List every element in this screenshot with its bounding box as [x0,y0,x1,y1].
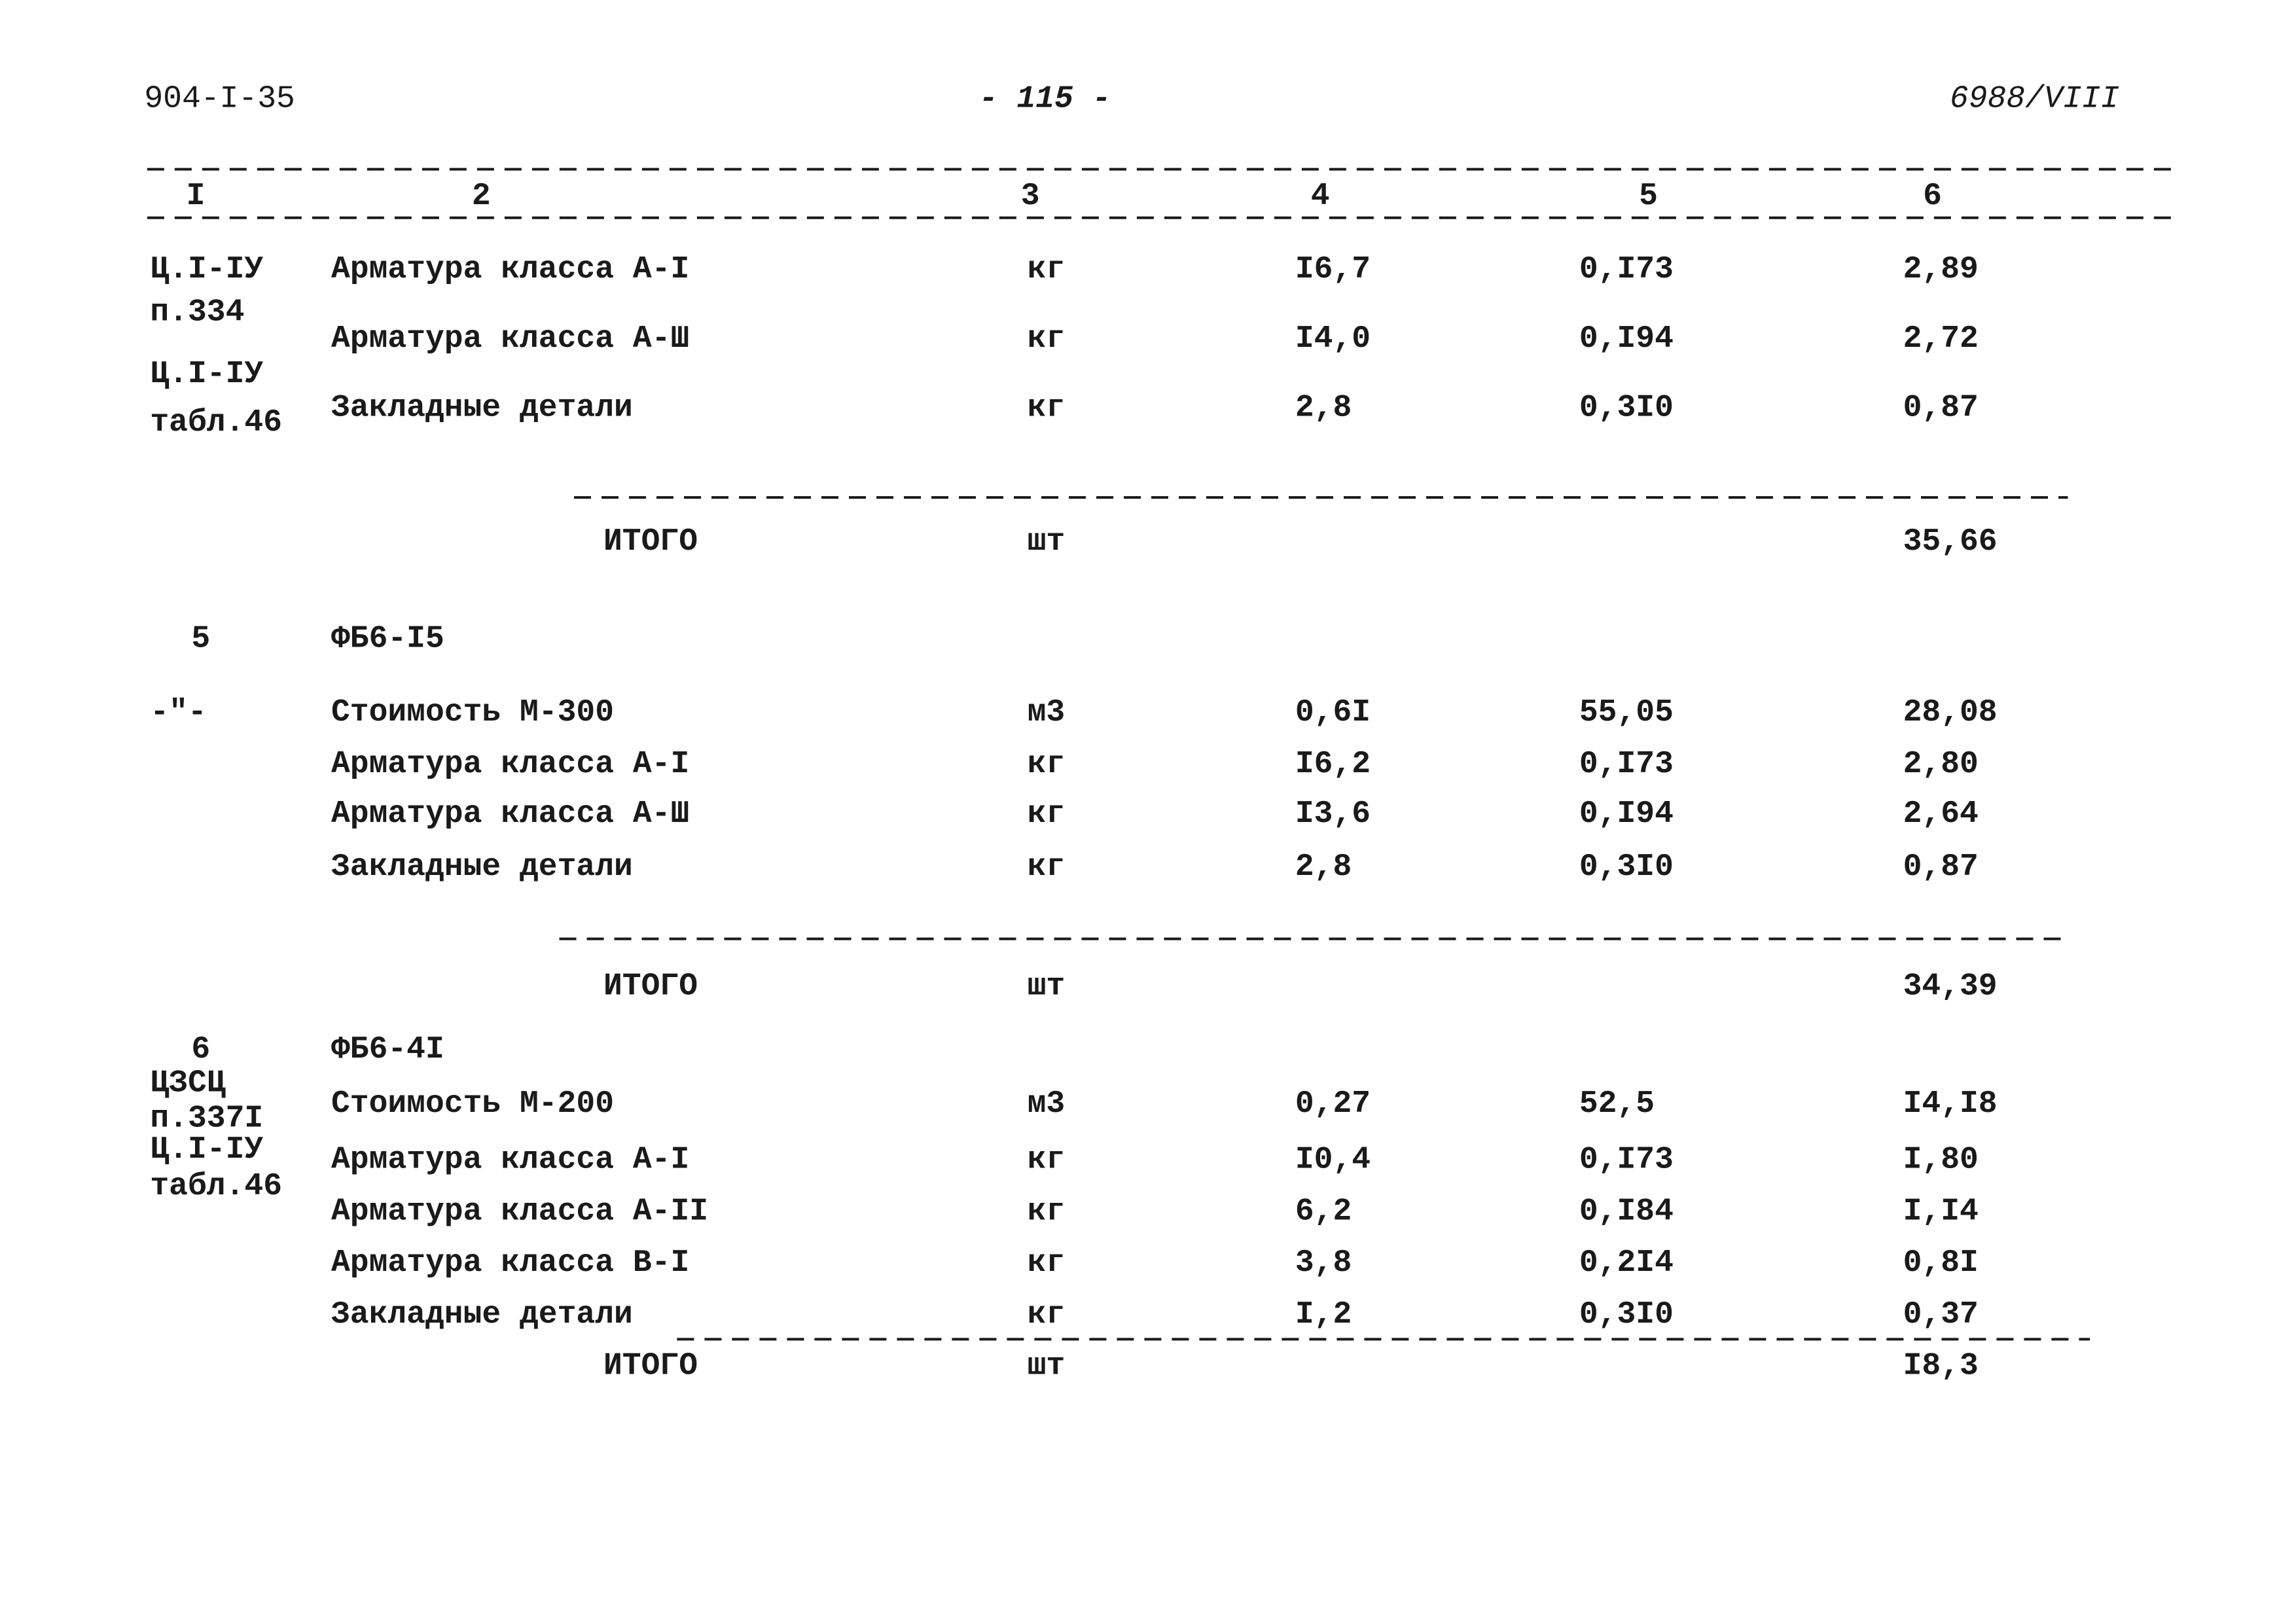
price: 0,3I0 [1579,391,1674,426]
name: Стоимость М-300 [331,695,614,730]
cost: 34,39 [1903,969,1998,1004]
column-number: 4 [1311,179,1330,214]
price: 0,3I0 [1579,849,1674,885]
sheet-ref: 6988/VIII [1950,81,2119,116]
unit: кг [1028,1297,1066,1332]
qty: I0,4 [1295,1143,1371,1178]
total-label: ИТОГО [603,1348,698,1383]
cost: 0,87 [1903,391,1979,426]
name: Арматура класса А-Ш [331,796,689,832]
name: Арматура класса А-II [331,1194,708,1229]
unit: шт [1028,1348,1066,1383]
unit: м3 [1028,1086,1066,1122]
unit: кг [1028,849,1066,885]
ref: Ц.I-IУ [150,1132,263,1168]
doc-code: 904-I-35 [144,81,295,116]
unit: шт [1028,969,1066,1004]
name: Арматура класса А-Ш [331,321,689,357]
price: 52,5 [1579,1086,1655,1122]
unit: кг [1028,1143,1066,1178]
qty: 2,8 [1295,391,1352,426]
unit: кг [1028,1194,1066,1229]
qty: I6,2 [1295,747,1371,782]
ref: -"- [150,695,206,730]
unit: кг [1028,1245,1066,1281]
qty: 3,8 [1295,1245,1352,1281]
qty: 6,2 [1295,1194,1352,1229]
name: Арматура класса А-I [331,252,689,287]
price: 0,I73 [1579,252,1674,287]
price: 0,I94 [1579,321,1674,357]
cost: I,I4 [1903,1194,1979,1229]
qty: 0,27 [1295,1086,1371,1122]
ref: п.337I [150,1101,263,1137]
cost: 28,08 [1903,695,1998,730]
cost: 2,80 [1903,747,1979,782]
price: 0,I73 [1579,747,1674,782]
total-label: ИТОГО [603,969,698,1004]
qty: I,2 [1295,1297,1352,1332]
page-number: - 115 - [979,81,1111,116]
unit: кг [1028,321,1066,357]
name: ФБ6-4I [331,1032,444,1067]
cost: 2,64 [1903,796,1979,832]
qty: 0,6I [1295,695,1371,730]
column-number: 2 [472,179,491,214]
price: 0,3I0 [1579,1297,1674,1332]
name: ФБ6-I5 [331,622,444,657]
ref: ЦЗСЦ [150,1066,225,1101]
column-number: 3 [1021,179,1040,214]
column-number: 6 [1923,179,1942,214]
name: Стоимость М-200 [331,1086,614,1122]
cost: 0,37 [1903,1297,1979,1332]
qty: I4,0 [1295,321,1371,357]
name: Арматура класса В-I [331,1245,689,1281]
cost: I4,I8 [1903,1086,1998,1122]
unit: м3 [1028,695,1066,730]
unit: шт [1028,524,1066,560]
cost: I,80 [1903,1143,1979,1178]
ref: табл.46 [150,1169,282,1204]
cost: I8,3 [1903,1348,1979,1383]
price: 0,I84 [1579,1194,1674,1229]
cost: 2,72 [1903,321,1979,357]
unit: кг [1028,747,1066,782]
name: Арматура класса А-I [331,747,689,782]
qty: I6,7 [1295,252,1371,287]
column-number: I [187,179,206,214]
qty: I3,6 [1295,796,1371,832]
total-label: ИТОГО [603,524,698,560]
cost: 0,87 [1903,849,1979,885]
unit: кг [1028,796,1066,832]
cost: 0,8I [1903,1245,1979,1281]
price: 0,2I4 [1579,1245,1674,1281]
name: Закладные детали [331,391,633,426]
name: Закладные детали [331,849,633,885]
price: 0,I73 [1579,1143,1674,1178]
ref: п.334 [150,294,244,330]
column-number: 5 [1639,179,1658,214]
name: Арматура класса А-I [331,1143,689,1178]
ref: 6 [191,1032,210,1067]
price: 0,I94 [1579,796,1674,832]
unit: кг [1028,391,1066,426]
unit: кг [1028,252,1066,287]
name: Закладные детали [331,1297,633,1332]
ref: табл.46 [150,405,282,440]
ref: Ц.I-IУ [150,252,263,287]
ref: Ц.I-IУ [150,357,263,392]
cost: 35,66 [1903,524,1998,560]
cost: 2,89 [1903,252,1979,287]
price: 55,05 [1579,695,1674,730]
ref: 5 [191,622,210,657]
qty: 2,8 [1295,849,1352,885]
